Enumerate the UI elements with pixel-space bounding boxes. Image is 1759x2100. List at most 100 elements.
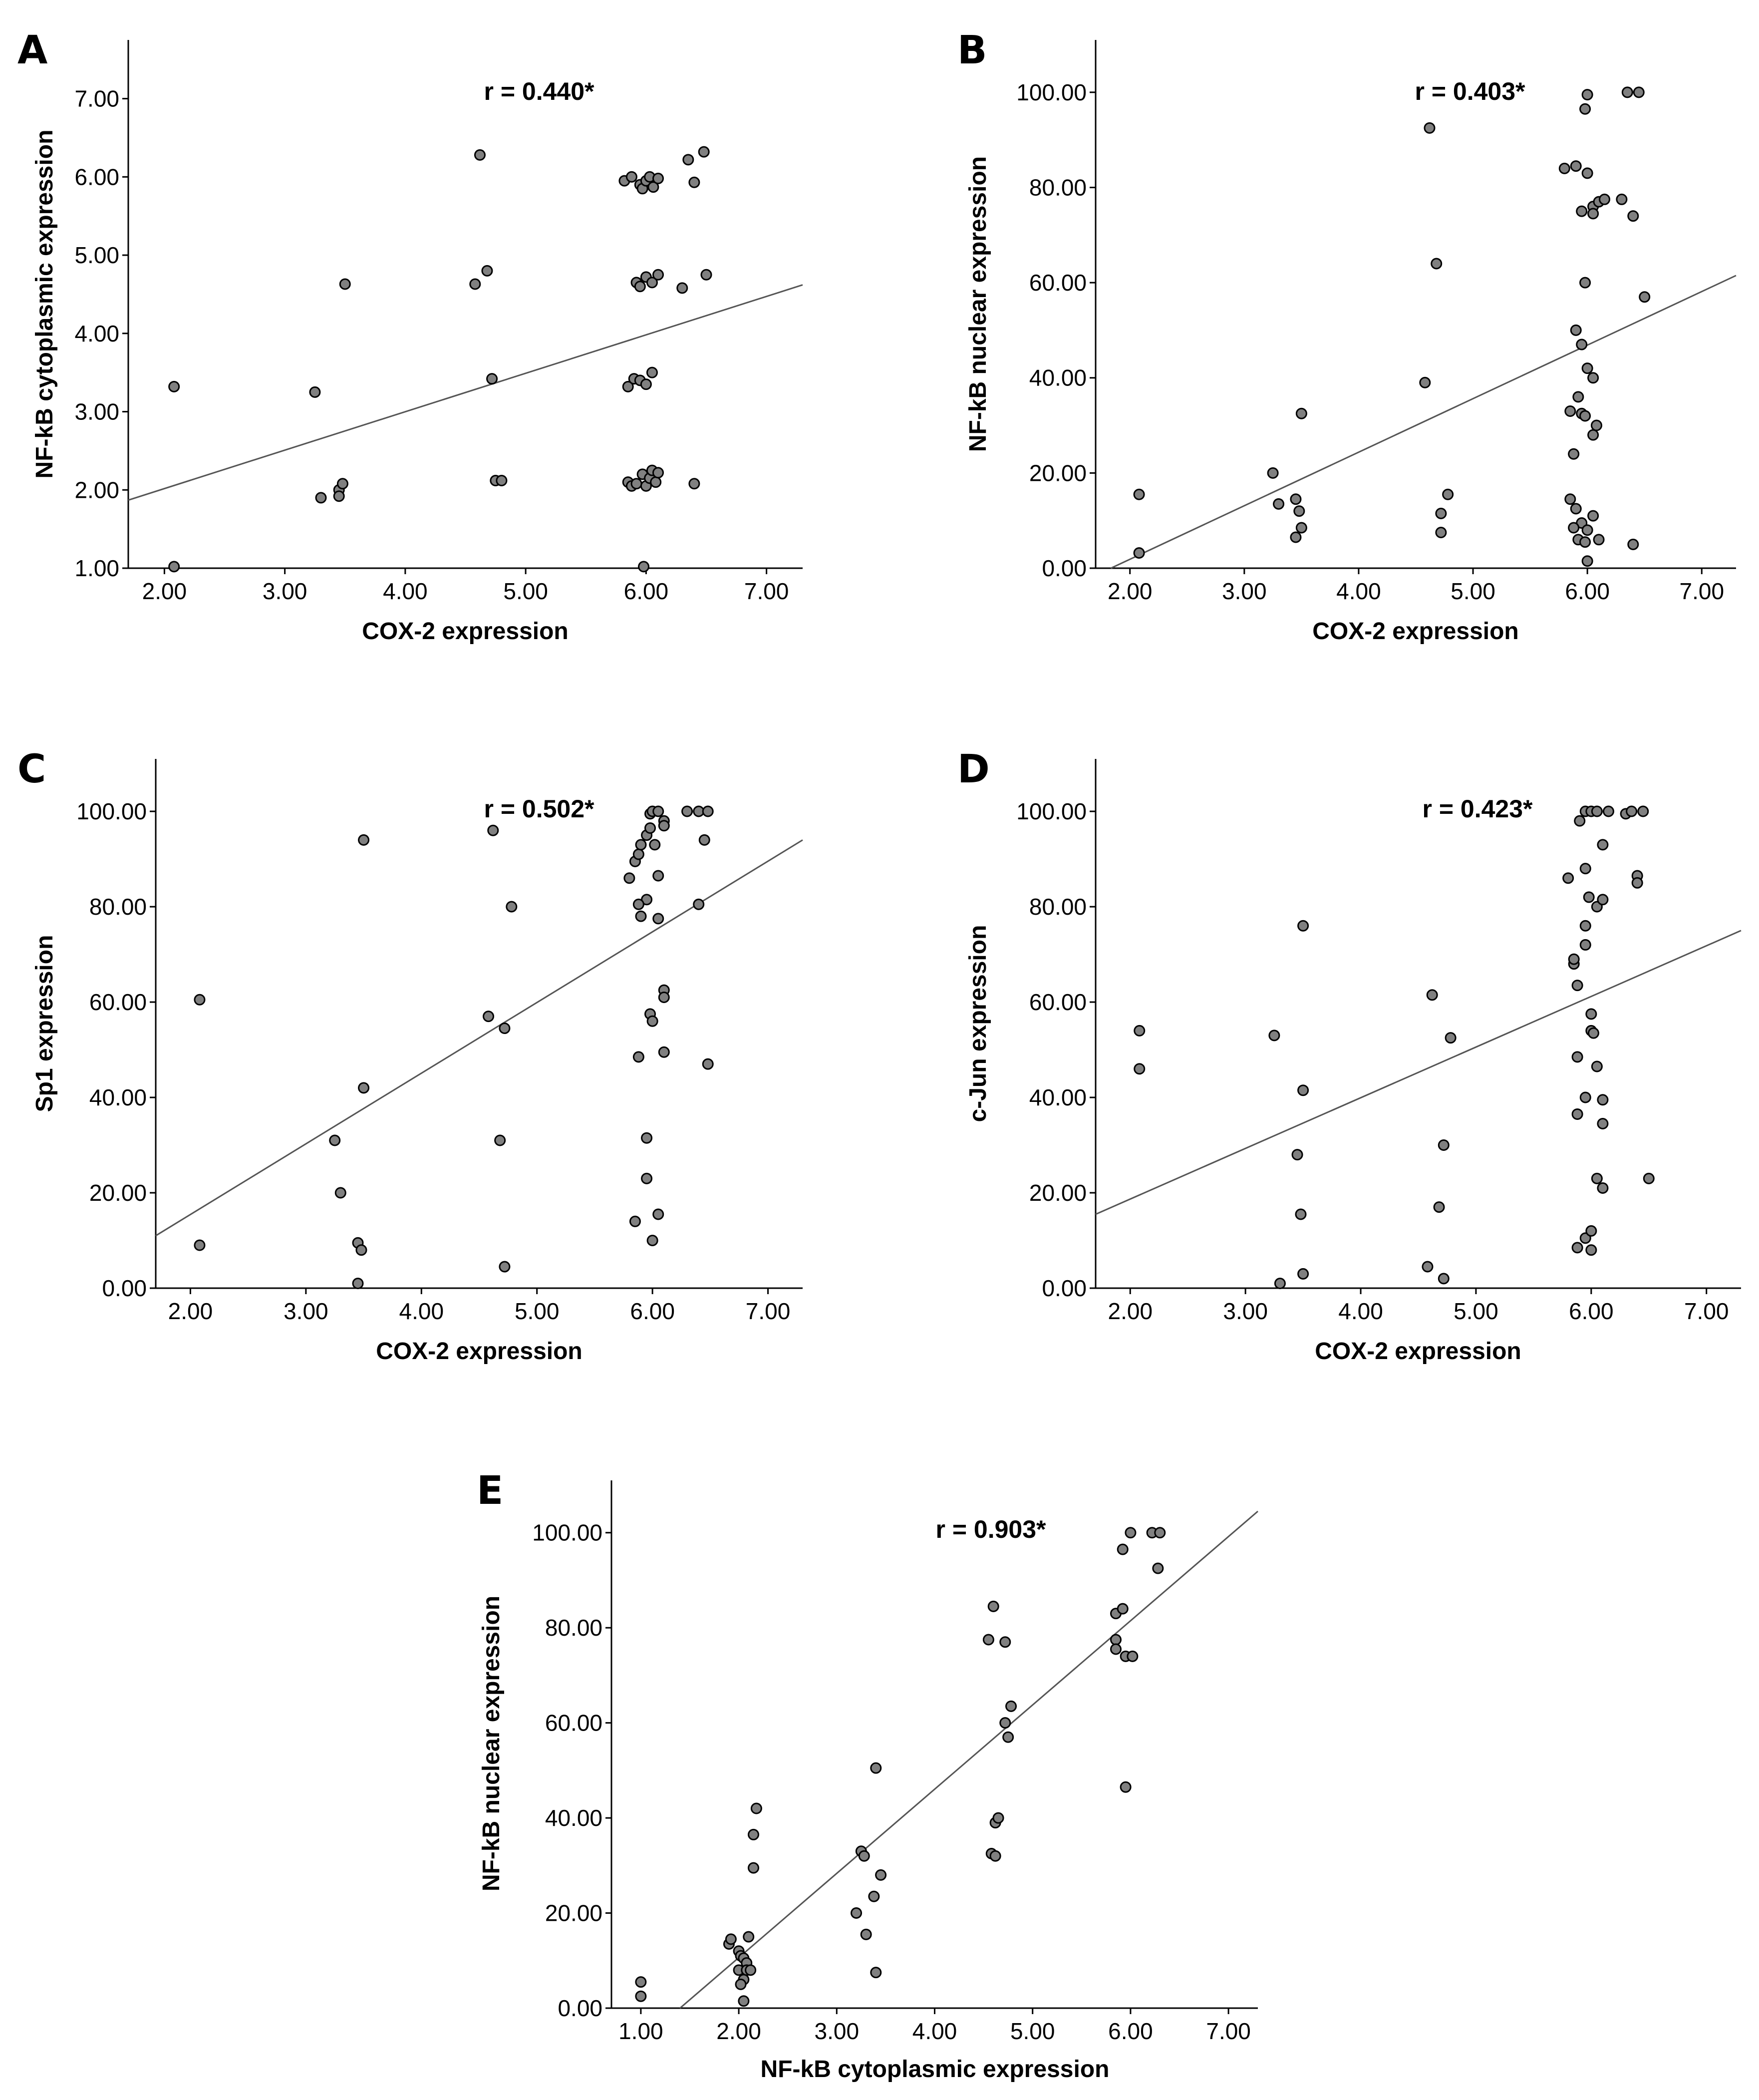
panel-e-data-point bbox=[860, 1928, 872, 1940]
panel-b-data-point bbox=[1581, 89, 1593, 101]
panel-a-y-axis-label: NF-kB cytoplasmic expression bbox=[31, 130, 58, 479]
panel-d-data-point bbox=[1626, 805, 1638, 817]
panel-e-x-tick-label: 7.00 bbox=[1206, 2018, 1251, 2044]
panel-d-data-point bbox=[1591, 1060, 1603, 1072]
panel-d-data-point bbox=[1583, 891, 1595, 903]
panel-c-data-point bbox=[649, 839, 661, 851]
panel-d-data-point bbox=[1571, 1108, 1583, 1120]
panel-c-x-tick-label: 7.00 bbox=[746, 1298, 791, 1324]
panel-c-data-point bbox=[658, 1046, 670, 1058]
panel-c: C 2.00 3.00 4.00 5.00 6.00 7.00 0.00 20.00 40.00… bbox=[17, 747, 803, 1365]
panel-c-x-tick-label: 3.00 bbox=[284, 1298, 328, 1324]
panel-d: D 2.00 3.00 4.00 5.00 6.00 7.00 0.00 20.00 40.00… bbox=[957, 747, 1742, 1365]
panel-b-x-tick-label: 7.00 bbox=[1680, 578, 1725, 604]
panel-a-x-tick-label: 5.00 bbox=[503, 578, 548, 604]
panel-c-correlation-label: r = 0.502* bbox=[484, 795, 594, 823]
panel-b-data-point bbox=[1568, 448, 1580, 460]
panel-c-x-tick-label: 2.00 bbox=[168, 1298, 213, 1324]
panel-d-x-tick-label: 6.00 bbox=[1569, 1298, 1614, 1324]
panel-d-data-point bbox=[1579, 920, 1591, 932]
panel-d-data-point bbox=[1297, 1084, 1309, 1096]
panel-c-data-point bbox=[681, 805, 693, 817]
panel-c-data-point bbox=[506, 901, 518, 913]
panel-b-data-point bbox=[1570, 160, 1582, 172]
panel-a-x-tick-label: 7.00 bbox=[744, 578, 789, 604]
panel-c-data-point bbox=[641, 1132, 653, 1144]
panel-e-data-point bbox=[748, 1828, 760, 1840]
panel-e-x-tick-label: 4.00 bbox=[912, 2018, 957, 2044]
panel-d-data-point bbox=[1631, 877, 1643, 889]
panel-c-data-point bbox=[194, 1239, 206, 1251]
panel-c-data-point bbox=[194, 994, 206, 1006]
panel-c-plot: 2.00 3.00 4.00 5.00 6.00 7.00 0.00 20.00 40.00 60… bbox=[76, 759, 803, 1324]
panel-a-data-point bbox=[622, 380, 634, 392]
panel-a-data-point bbox=[638, 561, 650, 573]
panel-b-y-tick-label: 80.00 bbox=[1029, 174, 1087, 200]
panel-c-data-point bbox=[329, 1134, 341, 1146]
panel-c-y-axis-label: Sp1 expression bbox=[31, 935, 58, 1112]
panel-e-data-point bbox=[635, 1990, 647, 2002]
panel-d-data-point bbox=[1438, 1273, 1450, 1285]
panel-b-data-point bbox=[1579, 536, 1591, 548]
panel-e-data-point bbox=[1120, 1781, 1132, 1793]
panel-a-data-point bbox=[652, 172, 664, 184]
panel-d-y-tick-label: 100.00 bbox=[1016, 798, 1087, 824]
panel-b-y-tick-label: 40.00 bbox=[1029, 365, 1087, 391]
panel-b-data-point bbox=[1570, 503, 1582, 515]
panel-a-data-point bbox=[474, 149, 486, 161]
panel-d-data-point bbox=[1597, 1182, 1609, 1194]
panel-b-data-point bbox=[1621, 86, 1633, 98]
panel-e-data-point bbox=[1110, 1643, 1122, 1655]
panel-d-data-point bbox=[1422, 1261, 1434, 1273]
panel-b-data-point bbox=[1295, 407, 1307, 419]
panel-b-x-tick-label: 6.00 bbox=[1565, 578, 1610, 604]
panel-a-y-tick-label: 5.00 bbox=[74, 242, 119, 268]
panel-d-x-tick-label: 2.00 bbox=[1108, 1298, 1153, 1324]
panel-a-data-point bbox=[630, 478, 642, 490]
panel-d-correlation-label: r = 0.423* bbox=[1422, 795, 1533, 823]
panel-c-data-point bbox=[352, 1277, 364, 1289]
panel-d-fit-line bbox=[1095, 930, 1742, 1215]
panel-a-data-point bbox=[625, 171, 637, 183]
panel-d-data-point bbox=[1562, 872, 1574, 884]
panel-d-data-point bbox=[1591, 1172, 1603, 1184]
panel-c-data-point bbox=[658, 820, 670, 832]
panel-c-data-point bbox=[358, 1082, 370, 1094]
panel-b-data-point bbox=[1639, 291, 1651, 303]
panel-d-data-point bbox=[1445, 1032, 1457, 1044]
panel-a-data-point bbox=[698, 146, 710, 158]
panel-d-x-tick-label: 7.00 bbox=[1684, 1298, 1729, 1324]
panel-c-y-tick-label: 60.00 bbox=[89, 989, 147, 1015]
panel-d-data-point bbox=[1297, 920, 1309, 932]
panel-d-data-point bbox=[1297, 1268, 1309, 1280]
panel-e-y-axis-label: NF-kB nuclear expression bbox=[478, 1596, 505, 1891]
panel-b-y-tick-label: 20.00 bbox=[1029, 460, 1087, 486]
panel-b-data-point bbox=[1579, 277, 1591, 289]
panel-b-data-point bbox=[1419, 376, 1431, 388]
panel-d-data-point bbox=[1585, 1244, 1597, 1256]
panel-b-x-axis-label: COX-2 expression bbox=[1312, 618, 1518, 645]
panel-b-data-point bbox=[1579, 103, 1591, 115]
panel-c-data-point bbox=[487, 824, 499, 836]
panel-b-data-point bbox=[1616, 193, 1628, 205]
panel-b-data-point bbox=[1627, 538, 1639, 550]
panel-a-x-axis-label: COX-2 expression bbox=[362, 618, 568, 645]
panel-b-data-point bbox=[1133, 488, 1145, 500]
panel-b-plot: 2.00 3.00 4.00 5.00 6.00 7.00 0.00 20.00 40.00 60… bbox=[1016, 40, 1737, 604]
panel-c-x-tick-label: 4.00 bbox=[399, 1298, 444, 1324]
panel-b-data-point bbox=[1587, 372, 1599, 384]
panel-a-data-point bbox=[646, 366, 658, 378]
panel-d-data-point bbox=[1574, 815, 1586, 827]
panel-d-data-point bbox=[1426, 989, 1438, 1001]
panel-d-data-point bbox=[1134, 1063, 1146, 1075]
panel-e-data-point bbox=[1117, 1603, 1129, 1615]
panel-b-data-point bbox=[1435, 527, 1447, 539]
panel-a-data-point bbox=[652, 467, 664, 479]
panel-c-x-axis-label: COX-2 expression bbox=[376, 1338, 582, 1365]
panel-b-data-point bbox=[1290, 493, 1302, 505]
panel-d-plot: 2.00 3.00 4.00 5.00 6.00 7.00 0.00 20.00 40.00 60… bbox=[1016, 759, 1742, 1324]
panel-a-data-point bbox=[650, 476, 662, 488]
panel-e-data-point bbox=[743, 1931, 755, 1943]
panel-c-data-point bbox=[702, 1058, 714, 1070]
panel-e-plot: 1.00 2.00 3.00 4.00 5.00 6.00 7.00 0.00 20.00 40.… bbox=[532, 1480, 1258, 2044]
